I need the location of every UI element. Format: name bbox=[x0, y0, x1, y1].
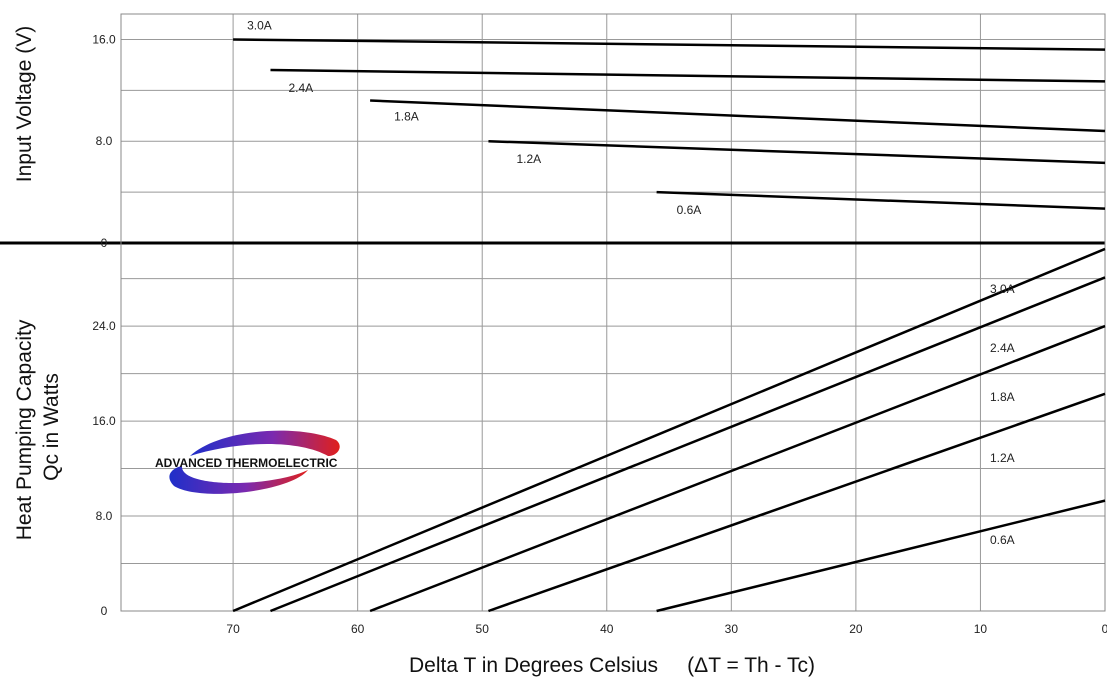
x-tick-label: 40 bbox=[600, 622, 614, 636]
y-tick-label: 8.0 bbox=[96, 134, 113, 148]
plot-frame bbox=[120, 13, 1106, 612]
logo-swoosh-bottom bbox=[169, 466, 308, 494]
heat-series-2.4A bbox=[270, 276, 1106, 613]
y-axis-title-heat-line2: Qc in Watts bbox=[40, 373, 63, 481]
y-tick-label: 0 bbox=[101, 236, 108, 250]
voltage-series-1.8A bbox=[370, 99, 1106, 133]
y-axis-title-voltage: Input Voltage (V) bbox=[13, 26, 36, 182]
heat-series-label: 1.8A bbox=[990, 390, 1015, 404]
voltage-series-label: 2.4A bbox=[288, 81, 313, 95]
x-tick-label: 50 bbox=[476, 622, 490, 636]
series-lines bbox=[232, 38, 1106, 613]
x-tick-label: 0 bbox=[1102, 622, 1107, 636]
gridlines bbox=[0, 14, 1106, 611]
x-tick-label: 60 bbox=[351, 622, 365, 636]
heat-series-label: 1.2A bbox=[990, 451, 1015, 465]
y-tick-label: 16.0 bbox=[92, 32, 116, 46]
voltage-series-0.6A bbox=[656, 190, 1106, 210]
heat-series-1.2A bbox=[488, 392, 1106, 613]
y-tick-label: 8.0 bbox=[96, 509, 113, 523]
series-labels: 3.0A 2.4A 1.8A 1.2A 0.6A 3.0A 2.4A 1.8A 1.2A 0.6A bbox=[247, 18, 1015, 547]
voltage-series-label: 0.6A bbox=[677, 203, 702, 217]
x-tick-label: 30 bbox=[725, 622, 739, 636]
logo-swoosh-top bbox=[190, 430, 340, 456]
heat-series-1.8A bbox=[369, 324, 1106, 613]
heat-series-0.6A bbox=[656, 499, 1106, 613]
voltage-series-2.4A bbox=[270, 68, 1106, 83]
y-axis-title-heat-line1: Heat Pumping Capacity bbox=[13, 319, 36, 540]
y-tick-label: 0 bbox=[101, 604, 108, 618]
x-axis-title: Delta T in Degrees Celsius (ΔT = Th - Tc… bbox=[409, 654, 815, 677]
heat-series-label: 3.0A bbox=[990, 282, 1015, 296]
voltage-series-label: 1.2A bbox=[516, 152, 541, 166]
voltage-series-3.0A bbox=[233, 38, 1106, 51]
x-tick-label: 10 bbox=[974, 622, 988, 636]
tick-labels: 70 60 50 40 30 20 10 0 0 8.0 16.0 0 8.0 16.0 24.0 bbox=[92, 32, 1107, 636]
voltage-series-label: 1.8A bbox=[394, 110, 419, 124]
y-axis-title-heat-pumping: Heat Pumping Capacity Qc in Watts bbox=[13, 314, 63, 540]
heat-series-3.0A bbox=[232, 247, 1106, 613]
logo-text: ADVANCED THERMOELECTRIC bbox=[155, 456, 338, 470]
advanced-thermoelectric-logo: ADVANCED THERMOELECTRIC bbox=[155, 430, 340, 494]
x-tick-label: 20 bbox=[849, 622, 863, 636]
heat-series-label: 0.6A bbox=[990, 533, 1015, 547]
y-tick-label: 16.0 bbox=[92, 414, 116, 428]
y-tick-label: 24.0 bbox=[92, 319, 116, 333]
x-tick-label: 70 bbox=[226, 622, 240, 636]
voltage-series-label: 3.0A bbox=[247, 18, 272, 32]
voltage-series-1.2A bbox=[488, 139, 1106, 165]
heat-series-label: 2.4A bbox=[990, 341, 1015, 355]
